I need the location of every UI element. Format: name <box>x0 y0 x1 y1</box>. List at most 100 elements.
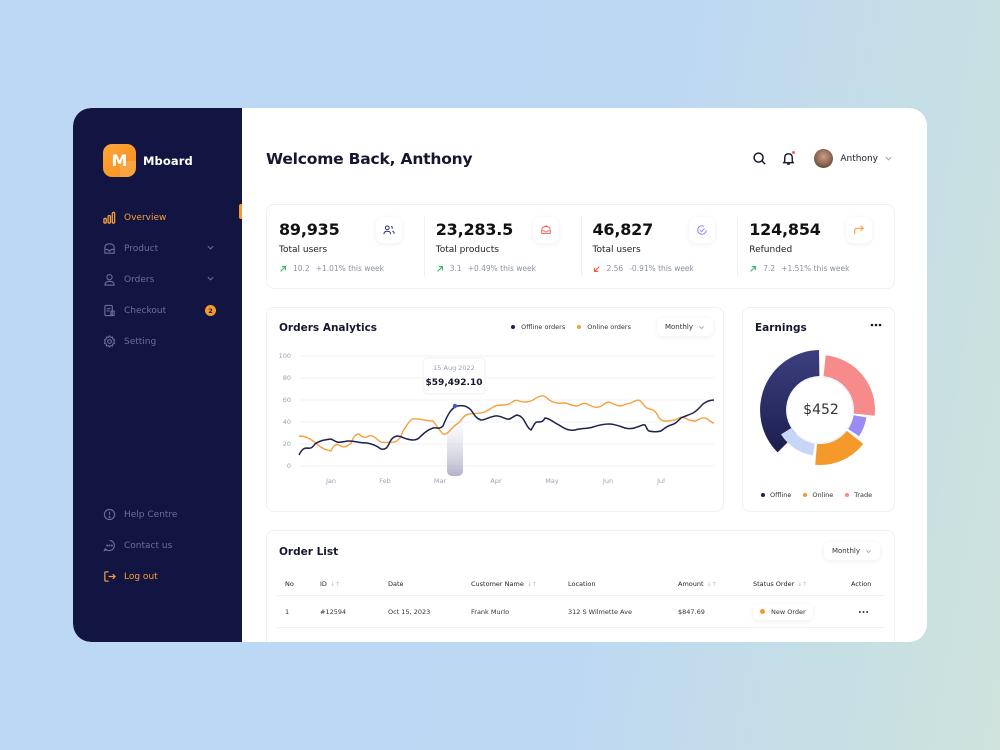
more-horizontal-icon[interactable] <box>870 322 882 328</box>
sidebar: M Mboard Overview Product <box>73 108 242 642</box>
period-dropdown[interactable]: Monthly <box>656 318 713 336</box>
trend-text: -0.91% this week <box>629 264 694 273</box>
stat-card: 124,854 Refunded 7.2 +1.51% this week <box>737 205 894 288</box>
sidebar-item-overview[interactable]: Overview <box>103 202 242 233</box>
bell-icon[interactable] <box>781 151 796 166</box>
check-circle-icon <box>689 217 716 243</box>
period-dropdown[interactable]: Monthly <box>823 542 880 560</box>
earnings-legend: Offline Online Trade <box>761 491 872 499</box>
segment-offline <box>760 350 820 453</box>
cell-customer: Frank Murlo <box>471 607 510 616</box>
table-header: No ID ↓↑ Date Customer Name ↓↑ Location Am… <box>277 573 884 595</box>
status-dot <box>760 609 765 614</box>
gear-icon <box>103 335 116 348</box>
card-title: Orders Analytics <box>279 322 378 334</box>
col-no: No <box>285 580 294 588</box>
svg-text:20: 20 <box>283 440 291 448</box>
chevron-down-icon <box>207 276 214 281</box>
gridlines <box>299 355 714 467</box>
order-list-card: Order List Monthly No ID ↓↑ Date Customer… <box>266 530 895 642</box>
help-icon <box>103 508 116 521</box>
sidebar-item-product[interactable]: Product <box>103 233 242 264</box>
col-customer-name[interactable]: Customer Name ↓↑ <box>471 580 537 588</box>
chevron-down-icon <box>699 325 704 329</box>
card-title: Order List <box>279 546 339 558</box>
svg-text:80: 80 <box>283 374 291 382</box>
segment-purple <box>848 415 867 437</box>
segment-light <box>781 428 815 456</box>
sidebar-item-setting[interactable]: Setting <box>103 326 242 357</box>
stat-card: 89,935 Total users 10.2 +1.01% this week <box>267 205 424 288</box>
hover-highlight-bar <box>447 404 463 476</box>
col-amount[interactable]: Amount ↓↑ <box>678 580 717 588</box>
trend-text: +1.51% this week <box>781 264 850 273</box>
brand[interactable]: M Mboard <box>103 144 193 177</box>
col-date: Date <box>388 580 404 588</box>
topbar: Anthony <box>752 149 893 168</box>
segment-online <box>815 430 864 466</box>
svg-text:0: 0 <box>287 462 291 470</box>
tooltip-value: $59,492.10 <box>426 378 483 388</box>
orders-analytics-card: Orders Analytics Offline orders Online o… <box>266 307 724 512</box>
col-action: Action <box>851 580 872 588</box>
card-title: Earnings <box>755 322 807 334</box>
user-name[interactable]: Anthony <box>840 153 878 164</box>
svg-text:Jun: Jun <box>602 477 613 485</box>
app-window: M Mboard Overview Product <box>73 108 927 642</box>
chevron-down-icon[interactable] <box>884 154 893 163</box>
row-action-menu[interactable] <box>858 610 869 614</box>
svg-text:May: May <box>545 477 559 485</box>
svg-text:Feb: Feb <box>379 477 391 485</box>
sidebar-item-label: Orders <box>124 274 155 285</box>
sidebar-item-label: Log out <box>124 571 158 582</box>
sort-icon: ↓↑ <box>329 580 340 588</box>
col-id[interactable]: ID ↓↑ <box>320 580 340 588</box>
arrow-down-left-icon <box>593 265 600 272</box>
sidebar-item-orders[interactable]: Orders <box>103 264 242 295</box>
trend-value: 7.2 <box>763 264 776 273</box>
sidebar-item-label: Contact us <box>124 540 173 551</box>
sort-icon: ↓↑ <box>797 580 808 588</box>
trend-text: +0.49% this week <box>467 264 536 273</box>
avatar[interactable] <box>814 149 834 168</box>
arrow-up-right-icon <box>280 265 286 272</box>
sidebar-item-contact-us[interactable]: Contact us <box>103 530 242 561</box>
chevron-down-icon <box>866 549 871 553</box>
legend-offline: Offline <box>761 491 791 499</box>
active-indicator <box>239 204 242 219</box>
stat-trend: 7.2 +1.51% this week <box>749 264 894 273</box>
sidebar-item-label: Setting <box>124 336 157 347</box>
line-chart: 100 80 60 40 20 0 Jan Feb Mar Apr May Ju… <box>279 352 715 485</box>
stat-card: 46,827 Total users 2.56 -0.91% this week <box>580 205 738 288</box>
product-icon <box>532 217 559 243</box>
cell-no: 1 <box>285 607 290 616</box>
legend-offline: Offline orders <box>511 323 565 331</box>
table-row[interactable]: 1 #12594 Oct 15, 2023 Frank Murlo 312 S … <box>277 595 884 628</box>
col-status-order[interactable]: Status Order ↓↑ <box>753 580 808 588</box>
legend-trade: Trade <box>845 491 872 499</box>
tooltip-point <box>452 403 458 409</box>
stat-trend: 10.2 +1.01% this week <box>279 264 424 273</box>
svg-text:40: 40 <box>283 418 291 426</box>
chart-tooltip: 15 Aug 2022 $59,492.10 <box>422 357 486 395</box>
x-axis-labels: Jan Feb Mar Apr May Jun Jul <box>325 477 665 485</box>
sidebar-item-help-centre[interactable]: Help Centre <box>103 499 242 530</box>
trend-value: 3.1 <box>449 264 462 273</box>
col-location: Location <box>568 580 596 588</box>
logout-button[interactable]: Log out <box>103 561 242 592</box>
svg-text:Mar: Mar <box>434 477 447 485</box>
svg-text:100: 100 <box>279 352 291 360</box>
stat-value: 89,935 <box>279 220 340 239</box>
trend-value: 10.2 <box>293 264 310 273</box>
search-icon[interactable] <box>752 151 767 166</box>
bar-chart-icon <box>103 211 116 224</box>
stat-label: Total products <box>435 245 499 255</box>
sidebar-item-label: Product <box>124 243 159 254</box>
sidebar-item-label: Overview <box>124 212 167 223</box>
svg-text:60: 60 <box>283 396 291 404</box>
sidebar-item-checkout[interactable]: Checkout 2 <box>103 295 242 326</box>
stat-value: 124,854 <box>749 220 821 239</box>
stat-trend: 3.1 +0.49% this week <box>436 264 581 273</box>
stat-value: 46,827 <box>592 220 654 239</box>
notification-dot <box>792 151 796 154</box>
